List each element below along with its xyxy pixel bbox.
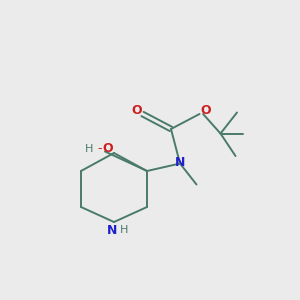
Text: N: N xyxy=(175,156,185,170)
Text: H: H xyxy=(119,225,128,236)
Text: -: - xyxy=(97,142,102,155)
Text: H: H xyxy=(85,143,94,154)
Text: O: O xyxy=(201,104,212,118)
Text: O: O xyxy=(132,104,142,117)
Text: O: O xyxy=(103,142,113,155)
Text: N: N xyxy=(106,224,117,237)
